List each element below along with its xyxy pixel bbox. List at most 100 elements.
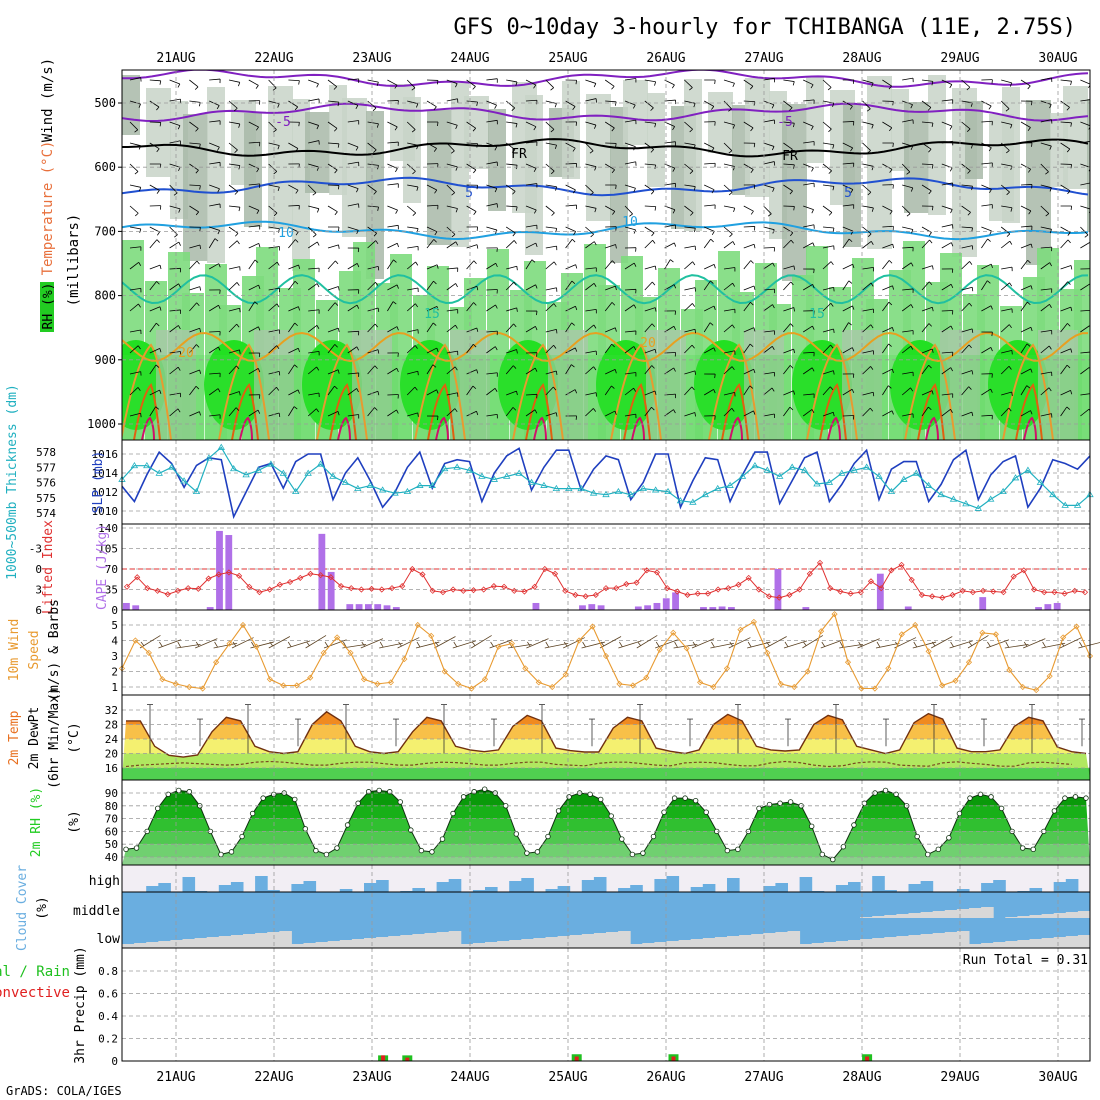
- wind-barb-flag: [654, 265, 657, 271]
- wind-barb-flag: [1011, 391, 1013, 397]
- wind-barb: [466, 385, 474, 396]
- wind-barb: [387, 367, 397, 375]
- wind-barb: [605, 369, 616, 375]
- wind-barb-flag: [789, 149, 793, 153]
- wind-barb: [387, 205, 398, 211]
- wind-barb-flag: [753, 143, 756, 148]
- wind-barb-flag: [476, 185, 478, 190]
- cloud-low-bar: [400, 935, 413, 948]
- wind-barb: [981, 238, 988, 249]
- wind-barb-flag: [910, 387, 914, 392]
- lifted-index-point: [327, 574, 334, 581]
- wind-barb-flag: [615, 184, 617, 190]
- wind-barb: [862, 391, 874, 396]
- cloud-low-bar: [497, 941, 510, 948]
- isotherm-hot: [819, 383, 847, 440]
- pressure-axis-label: (millibars): [66, 214, 82, 307]
- wind-barb: [1020, 225, 1032, 228]
- wind-barb: [763, 77, 775, 81]
- wind-barb-flag: [1042, 641, 1046, 648]
- lifted-index-point: [796, 586, 803, 593]
- wind-barb: [664, 224, 676, 228]
- wind-barb: [783, 323, 791, 333]
- wind-barb-flag: [830, 303, 834, 307]
- wind-barb-flag: [672, 167, 676, 172]
- wind-speed-point: [522, 665, 529, 672]
- wind-barb-flag: [356, 304, 360, 309]
- wind-barb-flag: [334, 211, 338, 216]
- thickness-point: [167, 463, 176, 470]
- cloud-high-bar: [775, 883, 788, 892]
- wind-barb-flag: [555, 186, 558, 191]
- wind-barb-flag: [156, 231, 160, 236]
- wind-barb: [605, 100, 617, 103]
- wind-barb: [1060, 390, 1071, 396]
- cloud-high-bar: [557, 886, 571, 892]
- cloud-low-bar: [739, 935, 752, 948]
- wind-barb: [189, 386, 197, 396]
- wind-barb: [129, 142, 141, 147]
- wind-barb-flag: [910, 345, 914, 350]
- wind-barb: [486, 289, 498, 291]
- wind-barb: [1060, 100, 1070, 108]
- cape-bar: [653, 602, 661, 610]
- wind-barb-flag: [971, 287, 974, 292]
- thickness-point: [900, 475, 908, 482]
- wind-barb-flag: [316, 283, 320, 288]
- cloud-low-bar: [763, 933, 776, 948]
- rh-band: [464, 96, 489, 169]
- cloud-low-bar: [315, 942, 329, 948]
- wind-barb: [169, 392, 181, 396]
- isotherm-hot: [329, 383, 357, 440]
- rh-point: [998, 805, 1005, 812]
- wind-barb: [525, 99, 538, 102]
- wind-barb: [228, 307, 240, 312]
- cloud-low-bar: [884, 937, 897, 948]
- wind-barb: [921, 265, 933, 270]
- wind-barb: [248, 259, 256, 270]
- li-tick-label: 6: [35, 604, 42, 617]
- rh-band: [183, 114, 208, 261]
- wind-barb-flag: [732, 124, 735, 129]
- lifted-index-point: [134, 574, 141, 581]
- isotherm-line: [122, 138, 1089, 158]
- wind-barb: [169, 121, 181, 126]
- wind-barb-flag: [732, 282, 736, 287]
- wind-barb-flag: [436, 389, 439, 394]
- wind-barb: [624, 330, 636, 333]
- wind-barb: [129, 163, 139, 172]
- rh-point: [671, 795, 678, 801]
- wind-barb-flag: [156, 106, 160, 111]
- wind-barb: [466, 369, 477, 375]
- rh-point: [450, 810, 456, 817]
- wind-barb: [981, 280, 988, 291]
- wind-speed-point: [602, 652, 610, 660]
- cloud-level-label: middle: [73, 904, 120, 919]
- precip-axis-label: 3hr Precip (mm): [73, 946, 88, 1063]
- wind-barb: [763, 387, 773, 396]
- wind-barb-flag: [1026, 343, 1031, 347]
- wind-barb-flag: [927, 107, 932, 111]
- wind-barb: [822, 302, 832, 312]
- wind-barb: [1000, 100, 1010, 109]
- rh-point: [756, 805, 762, 812]
- wind-barb: [466, 327, 477, 333]
- wind-barb-flag: [888, 85, 892, 90]
- wind-barb: [1020, 184, 1033, 186]
- wind-barb-flag: [811, 409, 815, 414]
- top-date-label: 22AUG: [254, 51, 293, 66]
- wind-barb: [803, 393, 815, 396]
- cloud-high-bar: [908, 884, 922, 892]
- wind-barb-flag: [437, 121, 439, 127]
- rh-band: [684, 79, 702, 231]
- wind-barb-flag: [411, 129, 416, 133]
- thickness-point: [887, 487, 896, 495]
- wind-barb: [1080, 393, 1090, 396]
- wind-barb-flag: [356, 346, 360, 351]
- lifted-index-point: [541, 565, 548, 573]
- wind-barb: [783, 163, 795, 166]
- wind-barb: [228, 323, 237, 333]
- cloud-low-bar: [291, 944, 304, 948]
- wind-barb: [288, 347, 299, 354]
